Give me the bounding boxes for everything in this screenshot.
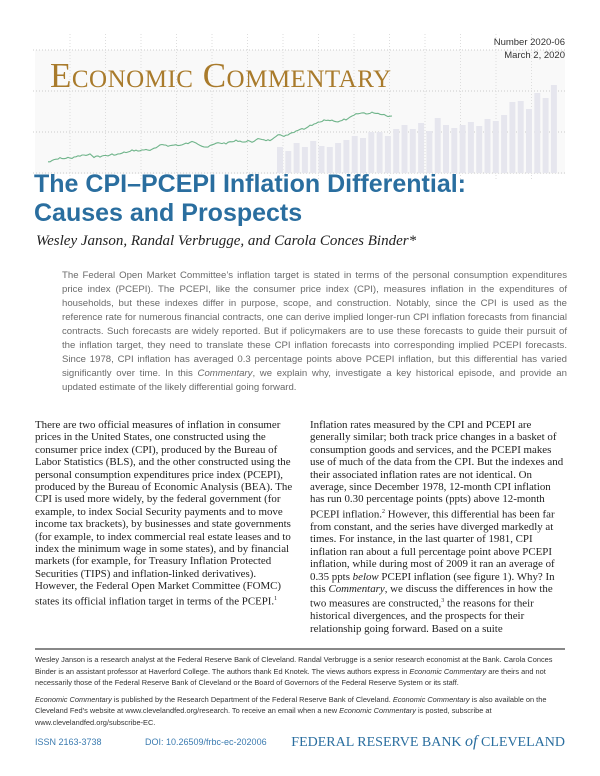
banner-bar — [351, 136, 358, 173]
banner-bar — [293, 143, 300, 173]
banner-bar — [343, 140, 350, 173]
title-line-1: The CPI–PCEPI Inflation Differential: — [34, 170, 466, 198]
banner-bar — [517, 101, 524, 173]
banner-bar — [492, 121, 499, 173]
publication-note: Economic Commentary is published by the … — [35, 694, 567, 729]
banner-bar — [277, 147, 283, 173]
footnote-ref: 1 — [274, 595, 278, 602]
banner-bar — [509, 102, 516, 173]
body-column-left: There are two official measures of infla… — [35, 419, 295, 608]
abstract: The Federal Open Market Committee’s infl… — [62, 269, 567, 395]
issn: ISSN 2163-3738 — [35, 737, 102, 747]
footnote-ref: 2 — [382, 508, 386, 515]
banner-bar — [443, 125, 449, 173]
note-italic: Economic Commentary — [409, 666, 487, 676]
note-italic: Economic Commentary — [339, 706, 416, 715]
frb-cleveland-logo: FEDERAL RESERVE BANK of CLEVELAND — [291, 733, 565, 751]
banner-bar — [301, 147, 308, 173]
note-text: is also available on the Cleveland Fed’s… — [35, 694, 547, 716]
paragraph-cont: PCEPI inflation (see figure 1). Why? In … — [310, 570, 555, 595]
banner-bar — [434, 118, 441, 173]
emphasis: Commentary — [328, 582, 385, 595]
paragraph-cont: , we discuss the differences in how the … — [310, 582, 553, 610]
paragraph-cont: the reasons for their historical diverge… — [310, 597, 534, 635]
issue-date: March 2, 2020 — [504, 50, 565, 61]
banner-bar — [326, 147, 333, 173]
paragraph: There are two official measures of infla… — [35, 419, 293, 608]
banner-line — [48, 111, 393, 163]
doi-link[interactable]: DOI: 10.26509/frbc-ec-202006 — [145, 737, 267, 747]
banner-bar — [476, 126, 483, 173]
article-title: The CPI–PCEPI Inflation Differential: Ca… — [34, 170, 466, 228]
banner-bar — [376, 132, 383, 173]
banner-bar — [459, 125, 466, 173]
banner-bar — [426, 131, 433, 173]
note-text: Wesley Janson is a research analyst at t… — [35, 655, 553, 676]
paragraph-cont: However, this differential has been far … — [310, 508, 555, 583]
banner-bar — [285, 151, 292, 173]
footnote-ref: 3 — [441, 598, 445, 605]
banner-bar — [542, 98, 549, 173]
title-line-2: Causes and Prospects — [34, 199, 303, 227]
note-italic: Economic Commentary — [35, 694, 112, 704]
masthead-title: Economic Commentary — [50, 56, 392, 95]
abstract-italic: Commentary — [197, 368, 253, 379]
banner-bar — [418, 123, 425, 173]
logo-text: FEDERAL RESERVE BANK — [291, 735, 466, 750]
authors: Wesley Janson, Randal Verbrugge, and Car… — [36, 233, 417, 249]
banner-bar — [451, 128, 458, 173]
banner-bar — [335, 143, 342, 173]
author-note: Wesley Janson is a research analyst at t… — [35, 654, 567, 689]
banner-bar — [360, 138, 366, 173]
banner-bar — [534, 93, 541, 173]
note-text: are theirs and not necessarily those of … — [35, 666, 546, 688]
banner-bar — [368, 132, 375, 173]
emphasis: below — [352, 570, 379, 583]
banner-bar — [409, 129, 416, 173]
note-italic: Economic Commentary — [392, 694, 470, 704]
logo-text: of — [465, 733, 478, 750]
banner-bar — [467, 122, 474, 173]
banner-bar — [501, 115, 508, 173]
masthead-decorative-chart — [33, 34, 567, 180]
banner-bar — [550, 85, 557, 173]
paragraph: Inflation rates measured by the CPI and … — [310, 419, 564, 521]
footer-notes: Wesley Janson is a research analyst at t… — [35, 654, 567, 733]
banner-bar — [526, 109, 532, 173]
note-text: is posted, subscribe at www.clevelandfed… — [35, 706, 492, 727]
note-text: is published by the Research Department … — [111, 694, 393, 704]
banner-bar — [393, 129, 400, 173]
issue-info: Number 2020-06 March 2, 2020 — [494, 36, 565, 62]
banner-bar — [484, 119, 491, 173]
banner-bar — [318, 146, 325, 173]
issue-number: Number 2020-06 — [493, 37, 565, 48]
abstract-text: The Federal Open Market Committee’s infl… — [62, 270, 567, 379]
logo-text: CLEVELAND — [477, 735, 565, 750]
footer-divider — [35, 648, 565, 650]
banner-bar — [384, 136, 391, 173]
banner-bar — [310, 141, 317, 173]
body-column-right: Inflation rates measured by the CPI and … — [310, 419, 567, 635]
banner-bar — [401, 125, 408, 173]
abstract-text-end: , we explain why, investigate a key hist… — [62, 368, 567, 393]
